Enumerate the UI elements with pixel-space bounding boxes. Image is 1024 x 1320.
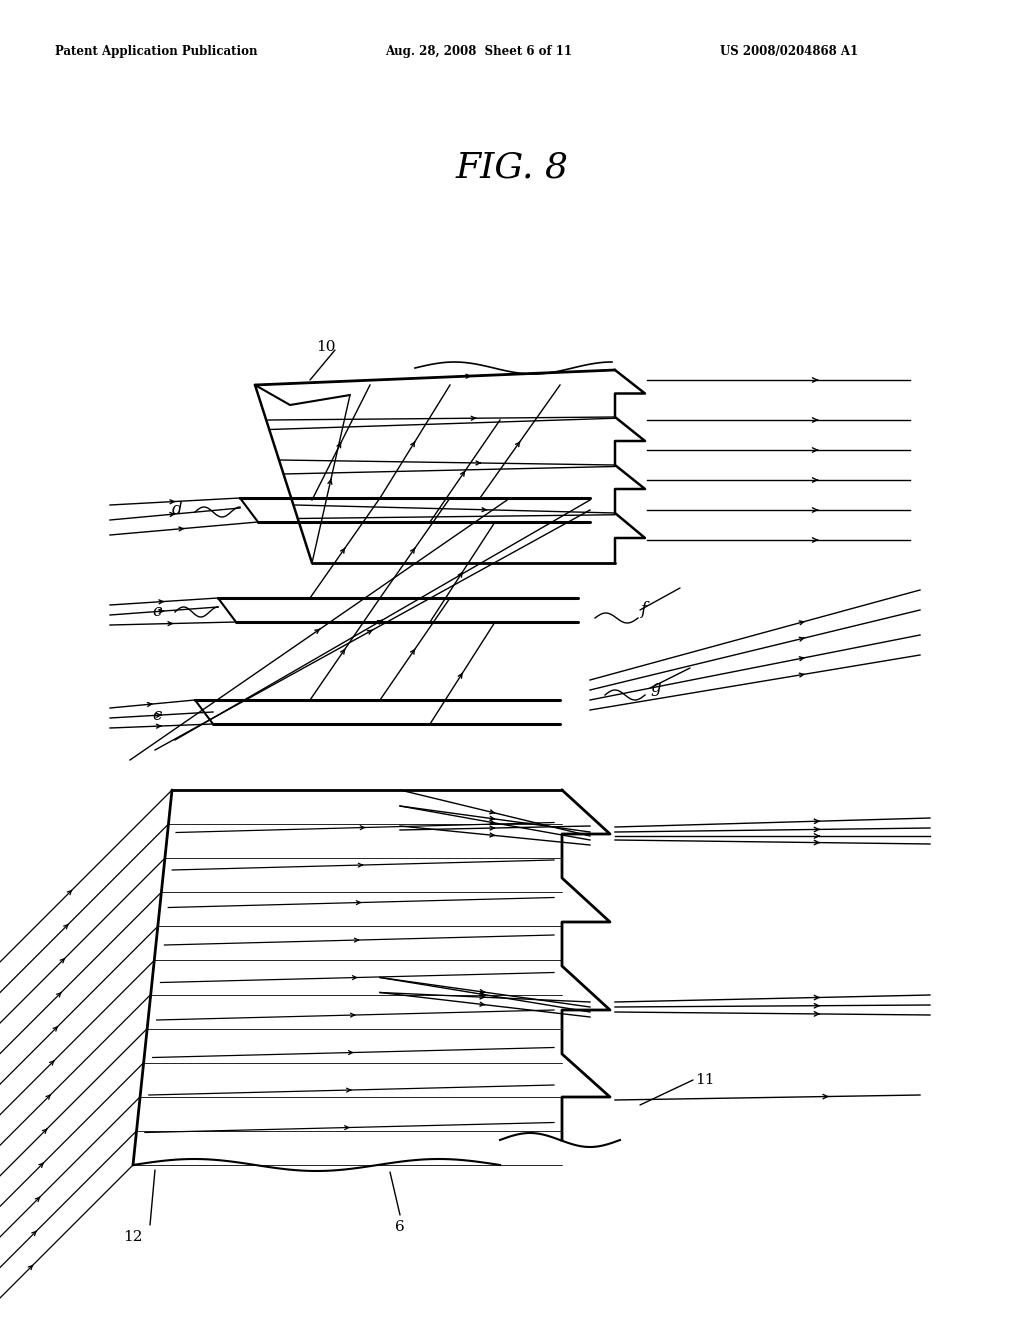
- Text: Aug. 28, 2008  Sheet 6 of 11: Aug. 28, 2008 Sheet 6 of 11: [385, 45, 572, 58]
- Text: 11: 11: [695, 1073, 715, 1086]
- Text: g: g: [650, 680, 660, 697]
- Text: 12: 12: [123, 1230, 142, 1243]
- Text: 10: 10: [316, 341, 336, 354]
- Text: US 2008/0204868 A1: US 2008/0204868 A1: [720, 45, 858, 58]
- Text: e: e: [153, 603, 162, 620]
- Text: d: d: [171, 502, 182, 519]
- Text: FIG. 8: FIG. 8: [456, 150, 568, 183]
- Text: Patent Application Publication: Patent Application Publication: [55, 45, 257, 58]
- Text: c: c: [153, 706, 162, 723]
- Text: 6: 6: [395, 1220, 404, 1234]
- Text: f: f: [640, 602, 646, 619]
